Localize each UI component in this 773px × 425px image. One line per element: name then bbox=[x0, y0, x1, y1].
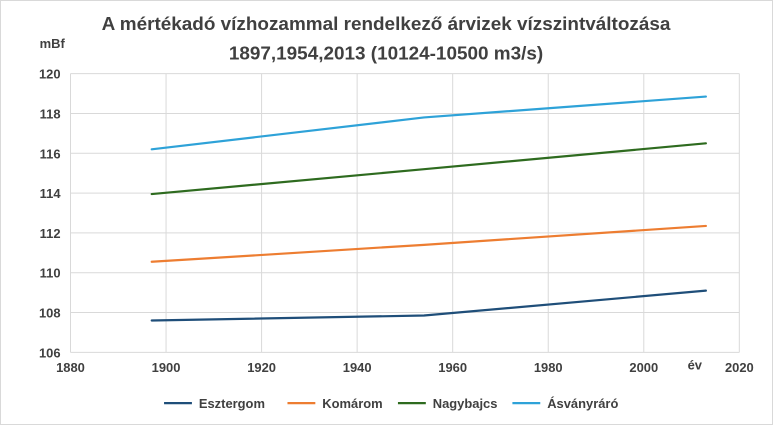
y-axis-unit-label: mBf bbox=[40, 36, 66, 51]
legend-label: Esztergom bbox=[199, 396, 265, 411]
x-tick-label: 2000 bbox=[629, 360, 658, 375]
y-tick-label: 112 bbox=[40, 226, 61, 241]
y-axis-ticks: 106 108 110 112 114 116 118 120 bbox=[39, 67, 61, 361]
y-tick-label: 114 bbox=[40, 186, 62, 201]
y-tick-label: 118 bbox=[40, 106, 61, 121]
x-tick-label: 1960 bbox=[438, 360, 467, 375]
x-tick-label: 1880 bbox=[56, 360, 85, 375]
series-line-nagybajcs bbox=[150, 142, 707, 196]
y-tick-label: 110 bbox=[40, 266, 61, 281]
chart-title-line-1: A mértékadó vízhozammal rendelkező árviz… bbox=[102, 14, 671, 35]
y-tick-label: 108 bbox=[39, 306, 61, 321]
chart-title-line-2: 1897,1954,2013 (10124-10500 m3/s) bbox=[229, 44, 543, 65]
series-line-ásványráró bbox=[150, 95, 707, 151]
x-tick-label: 2020 bbox=[725, 360, 754, 375]
legend-label: Nagybajcs bbox=[433, 396, 498, 411]
x-tick-label: 1920 bbox=[247, 360, 276, 375]
x-tick-label: 1980 bbox=[534, 360, 563, 375]
series-line-komárom bbox=[150, 224, 707, 263]
series-lines bbox=[150, 95, 707, 322]
y-tick-label: 120 bbox=[39, 67, 61, 82]
x-tick-label: 1940 bbox=[343, 360, 372, 375]
x-axis-ticks: 1880 1900 1920 1940 1960 1980 2000 2020 bbox=[56, 360, 754, 375]
y-tick-label: 116 bbox=[40, 146, 61, 161]
legend: Esztergom Komárom Nagybajcs Ásványráró bbox=[164, 396, 618, 411]
gridlines bbox=[69, 73, 740, 353]
series-line-esztergom bbox=[150, 289, 707, 322]
legend-label: Ásványráró bbox=[547, 396, 618, 411]
x-tick-label: 1900 bbox=[152, 360, 181, 375]
x-axis-unit-label: év bbox=[688, 357, 703, 372]
legend-label: Komárom bbox=[322, 396, 382, 411]
y-tick-label: 106 bbox=[39, 345, 61, 360]
